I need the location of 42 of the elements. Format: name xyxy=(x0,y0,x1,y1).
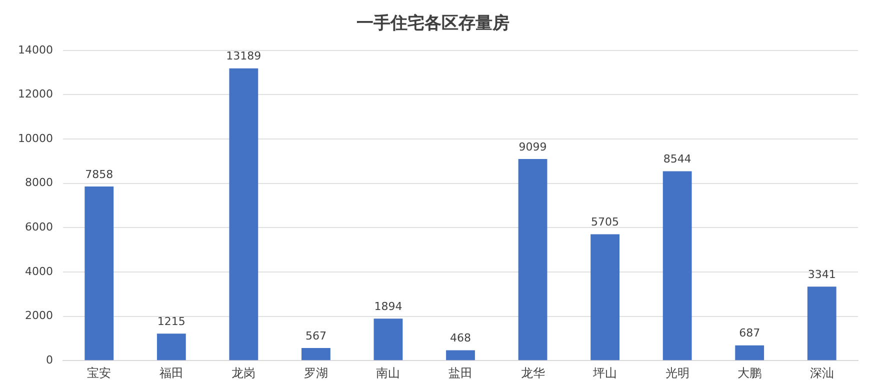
data-label: 687 xyxy=(739,326,760,340)
y-tick-label: 8000 xyxy=(24,176,53,190)
data-label: 1894 xyxy=(374,300,402,313)
y-tick-label: 4000 xyxy=(24,264,53,278)
y-tick-label: 14000 xyxy=(18,43,53,56)
bar xyxy=(590,234,620,360)
bar xyxy=(229,68,258,360)
data-label: 7858 xyxy=(85,168,114,181)
bar xyxy=(84,186,114,360)
x-tick-label: 福田 xyxy=(159,366,184,380)
x-tick-label: 龙岗 xyxy=(232,366,256,380)
bar xyxy=(662,171,692,360)
data-label: 468 xyxy=(450,332,471,345)
data-label: 1215 xyxy=(157,315,186,328)
x-tick-label: 盐田 xyxy=(448,366,472,380)
bar xyxy=(807,286,836,360)
x-tick-label: 罗湖 xyxy=(304,366,328,380)
x-tick-label: 宝安 xyxy=(87,366,112,380)
bar xyxy=(156,334,186,360)
chart-title: 一手住宅各区存量房 xyxy=(356,14,510,34)
bar xyxy=(301,348,330,360)
bar xyxy=(446,350,475,360)
bar xyxy=(518,158,548,360)
y-tick-label: 12000 xyxy=(18,88,53,101)
x-tick-label: 大鹏 xyxy=(738,366,762,380)
x-tick-label: 深汕 xyxy=(810,366,834,380)
x-tick-label: 南山 xyxy=(376,366,400,380)
x-tick-label: 坪山 xyxy=(592,366,618,380)
data-label: 13189 xyxy=(226,50,262,63)
y-tick-label: 0 xyxy=(46,353,53,366)
y-tick-label: 2000 xyxy=(24,309,53,322)
x-tick-label: 龙华 xyxy=(520,366,545,380)
data-label: 567 xyxy=(305,329,326,342)
y-tick-label: 6000 xyxy=(24,220,53,234)
x-tick-label: 光明 xyxy=(665,366,690,380)
data-label: 3341 xyxy=(808,268,836,281)
data-label: 8544 xyxy=(663,152,692,166)
data-label: 9099 xyxy=(518,140,547,154)
bar xyxy=(735,345,764,360)
y-tick-label: 10000 xyxy=(18,132,53,145)
data-label: 5705 xyxy=(591,216,620,229)
bar xyxy=(374,318,403,360)
